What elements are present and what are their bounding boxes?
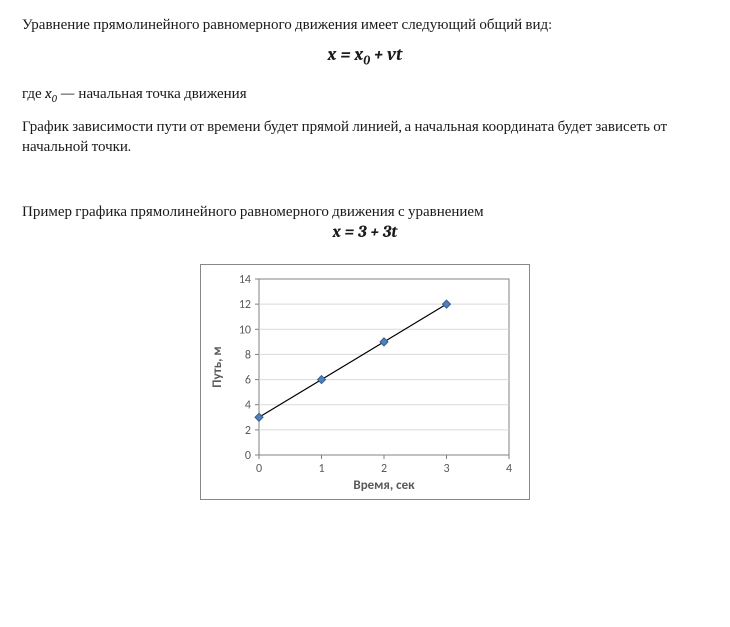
- svg-text:2: 2: [245, 424, 251, 438]
- svg-text:6: 6: [245, 373, 251, 387]
- paragraph-intro: Уравнение прямолинейного равномерного дв…: [22, 14, 708, 34]
- svg-text:10: 10: [239, 323, 251, 337]
- spacer: [22, 167, 708, 201]
- document-page: Уравнение прямолинейного равномерного дв…: [0, 0, 730, 504]
- where-x: x: [45, 84, 52, 102]
- where-suffix: — начальная точка движения: [57, 84, 247, 102]
- svg-text:8: 8: [245, 348, 251, 362]
- svg-text:14: 14: [239, 273, 251, 287]
- svg-text:2: 2: [381, 462, 387, 476]
- where-prefix: где: [22, 84, 45, 102]
- svg-text:0: 0: [256, 462, 262, 476]
- svg-text:Время, сек: Время, сек: [353, 478, 415, 493]
- eq1-plus: +: [370, 44, 387, 65]
- eq1-equals: =: [336, 44, 354, 65]
- svg-text:4: 4: [245, 398, 251, 412]
- svg-text:12: 12: [239, 298, 251, 312]
- svg-text:1: 1: [318, 462, 324, 476]
- equation-general: x = x0 + vt: [22, 44, 708, 69]
- svg-text:0: 0: [245, 449, 251, 463]
- paragraph-example: Пример графика прямолинейного равномерно…: [22, 201, 708, 221]
- eq1-vt: vt: [387, 44, 402, 65]
- eq1-x0: x: [355, 44, 364, 65]
- svg-text:3: 3: [443, 462, 449, 476]
- svg-text:4: 4: [506, 462, 512, 476]
- chart-container: 0246810121401234Время, секПуть, м: [22, 264, 708, 504]
- chart: 0246810121401234Время, секПуть, м: [200, 264, 530, 500]
- paragraph-graph-desc: График зависимости пути от времени будет…: [22, 116, 708, 157]
- paragraph-where: где x0 — начальная точка движения: [22, 83, 708, 106]
- equation-example: x = 3 + 3t: [22, 223, 708, 242]
- svg-text:Путь, м: Путь, м: [210, 346, 225, 387]
- chart-svg: 0246810121401234Время, секПуть, м: [201, 265, 529, 499]
